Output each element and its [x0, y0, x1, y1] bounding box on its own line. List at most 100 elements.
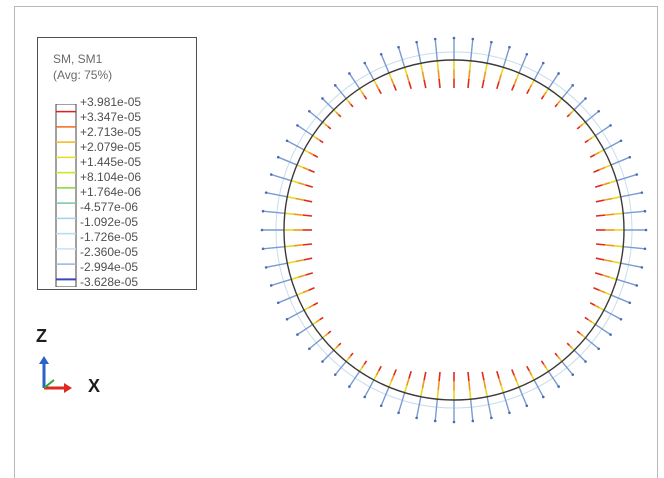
- inner-moment-tick: [612, 196, 621, 200]
- inner-moment-tick: [545, 88, 550, 93]
- inner-moment-tick: [302, 243, 313, 246]
- inner-moment-tick: [554, 352, 558, 357]
- inner-moment-tick: [312, 154, 319, 158]
- inner-moment-tick: [308, 304, 314, 309]
- outer-moment-tick: [533, 62, 544, 81]
- outer-tick-tip: [541, 61, 545, 65]
- inner-moment-tick: [594, 272, 603, 276]
- inner-moment-tick: [612, 260, 621, 264]
- inner-moment-tick: [604, 291, 612, 296]
- inner-moment-tick: [599, 289, 606, 294]
- outer-moment-tick: [584, 337, 600, 350]
- legend-value: +3.981e-05: [80, 95, 142, 109]
- outer-tick-tip: [640, 266, 644, 269]
- inner-moment-tick: [293, 244, 304, 247]
- inner-moment-tick: [595, 243, 606, 246]
- outer-moment-tick: [415, 42, 422, 64]
- inner-moment-tick: [408, 370, 412, 379]
- outer-tick-tip: [296, 333, 299, 336]
- inner-moment-tick: [511, 369, 515, 376]
- outer-moment-tick: [308, 110, 324, 123]
- outer-tick-tip: [264, 266, 268, 269]
- outer-moment-tick: [348, 370, 361, 387]
- inner-moment-tick: [403, 67, 408, 75]
- inner-moment-tick: [468, 60, 472, 70]
- inner-moment-tick: [312, 134, 317, 139]
- legend-value: +3.347e-05: [80, 110, 142, 125]
- inner-moment-tick: [319, 316, 324, 321]
- inner-moment-tick: [291, 276, 299, 281]
- inner-moment-tick: [595, 257, 605, 261]
- inner-moment-tick: [408, 81, 412, 90]
- inner-moment-tick: [302, 166, 309, 171]
- outer-tick-tip: [584, 360, 587, 363]
- inner-moment-tick: [579, 123, 584, 128]
- outer-moment-tick: [486, 396, 493, 418]
- inner-moment-tick: [568, 344, 573, 349]
- axis-triad: Z X: [36, 326, 126, 406]
- outer-tick-tip: [397, 411, 400, 415]
- outer-tick-tip: [308, 109, 311, 113]
- outer-moment-tick: [364, 379, 375, 398]
- inner-moment-tick: [609, 276, 617, 281]
- outer-moment-tick: [380, 386, 390, 407]
- outer-tick-tip: [635, 173, 639, 176]
- inner-moment-tick: [358, 88, 363, 93]
- inner-moment-tick: [483, 71, 487, 81]
- inner-moment-tick: [467, 78, 470, 89]
- outer-moment-tick: [533, 379, 544, 398]
- inner-moment-tick: [324, 123, 329, 128]
- outer-moment-tick: [620, 191, 642, 198]
- inner-moment-tick: [566, 342, 571, 347]
- inner-moment-tick: [308, 169, 315, 173]
- inner-moment-tick: [589, 154, 596, 158]
- outer-moment-tick: [286, 309, 305, 320]
- inner-moment-tick: [312, 321, 317, 326]
- outer-tick-tip: [471, 37, 475, 41]
- inner-moment-tick: [498, 74, 502, 82]
- inner-moment-tick: [296, 164, 304, 169]
- outer-tick-tip: [525, 52, 529, 56]
- inner-moment-tick: [468, 69, 471, 80]
- inner-moment-tick: [467, 371, 470, 382]
- outer-tick-tip: [379, 52, 383, 56]
- outer-moment-tick: [469, 38, 474, 61]
- outer-moment-tick: [286, 140, 305, 151]
- inner-moment-tick: [602, 182, 610, 186]
- inner-moment-tick: [420, 388, 424, 397]
- outer-tick-tip: [261, 209, 265, 213]
- outer-moment-tick: [364, 62, 375, 81]
- outer-moment-tick: [623, 245, 646, 250]
- outer-moment-tick: [266, 191, 288, 198]
- outer-tick-tip: [260, 228, 264, 232]
- outer-moment-tick: [277, 294, 298, 304]
- legend-value: -1.726e-05: [80, 230, 139, 245]
- inner-moment-tick: [303, 199, 313, 203]
- inner-moment-tick: [556, 355, 561, 360]
- inner-moment-tick: [602, 274, 610, 278]
- inner-moment-tick: [468, 380, 471, 391]
- ring-outline: [283, 59, 625, 401]
- legend-scale-outline: [55, 104, 77, 287]
- outer-tick-tip: [397, 45, 400, 49]
- outer-moment-tick: [380, 53, 390, 74]
- outer-moment-tick: [623, 210, 646, 215]
- inner-moment-tick: [327, 330, 332, 334]
- inner-moment-tick: [423, 79, 427, 89]
- outer-moment-tick: [594, 323, 611, 336]
- inner-moment-tick: [295, 197, 305, 201]
- inner-moment-tick: [296, 291, 304, 296]
- legend-value: +2.079e-05: [80, 140, 142, 155]
- inner-moment-tick: [515, 380, 520, 388]
- outer-tick-tip: [348, 72, 351, 75]
- outer-moment-tick: [518, 53, 528, 74]
- inner-moment-tick: [515, 72, 520, 80]
- outer-moment-tick: [518, 386, 528, 407]
- inner-moment-tick: [390, 375, 395, 382]
- outer-tick-tip: [433, 419, 437, 423]
- outer-tick-tip: [471, 419, 475, 423]
- inner-moment-tick: [498, 378, 502, 386]
- contour-legend: SM, SM1 (Avg: 75%) +3.981e-05 +3.347e-05 +…: [37, 37, 197, 290]
- outer-tick-tip: [619, 317, 623, 321]
- outer-moment-tick: [308, 337, 324, 350]
